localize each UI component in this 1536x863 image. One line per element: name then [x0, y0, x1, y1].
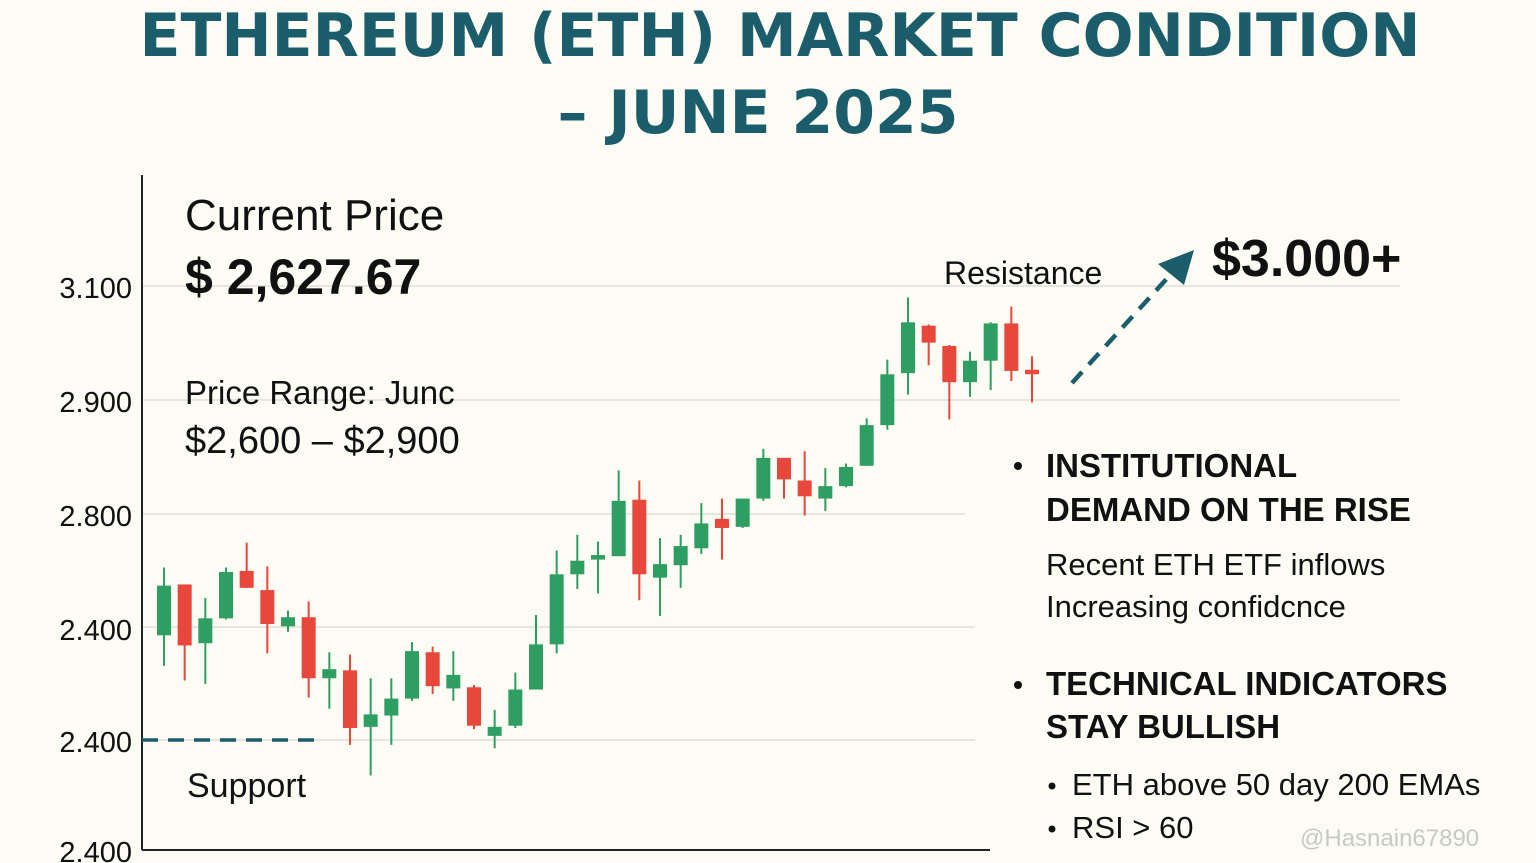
current-price-label: Current Price — [185, 191, 444, 240]
candle-body — [363, 714, 378, 727]
candle-body — [446, 674, 461, 689]
candles — [157, 297, 1039, 776]
candle-body — [322, 669, 337, 679]
y-tick-label: 2.400 — [59, 727, 132, 759]
candle-body — [921, 325, 936, 343]
candle-body — [715, 518, 729, 528]
candle-body — [735, 498, 750, 527]
candle-body — [818, 486, 833, 499]
arrow-head — [1158, 250, 1194, 285]
candle-body — [901, 322, 915, 374]
candle-body — [1004, 323, 1019, 371]
bullet — [1014, 462, 1022, 470]
candle-body — [198, 618, 213, 644]
candle-body — [157, 585, 171, 636]
watermark: @Hasnain67890 — [1300, 825, 1479, 852]
support-label: Support — [187, 767, 307, 805]
candle-body — [591, 555, 605, 560]
price-range: $2,600 – $2,900 — [185, 420, 460, 462]
candle-body — [281, 617, 295, 627]
candle-body — [425, 652, 440, 687]
insight-bullet: RSI > 60 — [1072, 810, 1194, 845]
y-tick-label: 2.400 — [59, 615, 132, 647]
title-line: ETHEREUM (ETH) MARKET CONDITION — [140, 1, 1421, 71]
candle-body — [177, 584, 192, 646]
candle-body — [777, 457, 791, 480]
candle-body — [343, 670, 357, 728]
target-label: $3.000+ — [1212, 230, 1401, 288]
candle-body — [942, 346, 957, 383]
title-line: – JUNE 2025 — [557, 78, 958, 148]
candle-body — [694, 523, 709, 549]
candle-body — [384, 698, 399, 716]
candle-body — [983, 323, 998, 361]
bullet — [1048, 825, 1056, 833]
y-tick-label: 2.800 — [59, 501, 132, 533]
candle-body — [756, 457, 771, 499]
bullet — [1048, 782, 1056, 790]
candle-body — [963, 360, 977, 383]
price-range-label: Price Range: Junc — [185, 374, 455, 411]
insight-heading: STAY BULLISH — [1046, 708, 1280, 745]
candle-body — [529, 644, 543, 690]
candle-body — [611, 500, 626, 557]
y-tick-labels: 3.100 2.900 2.800 2.400 2.400 2.400 — [59, 273, 132, 863]
candle-body — [880, 374, 895, 426]
insights: INSTITUTIONAL DEMAND ON THE RISE Recent … — [1014, 447, 1480, 845]
y-tick-label: 3.100 — [59, 273, 132, 305]
candle-body — [839, 466, 853, 487]
resistance-label: Resistance — [944, 255, 1102, 291]
candle-body — [405, 651, 419, 699]
candle-body — [239, 570, 254, 588]
candle-body — [632, 499, 647, 575]
candle-body — [549, 574, 564, 645]
candle-body — [301, 617, 316, 679]
candle-body — [653, 564, 667, 578]
y-tick-label: 2.400 — [59, 837, 132, 863]
insight-bullet: ETH above 50 day 200 EMAs — [1072, 767, 1480, 802]
y-tick-label: 2.900 — [59, 387, 132, 419]
candle-body — [859, 425, 874, 466]
bullet — [1014, 681, 1022, 689]
candle-body — [467, 687, 481, 726]
candle-body — [797, 480, 812, 497]
insight-heading: DEMAND ON THE RISE — [1046, 491, 1411, 528]
insight-line: Increasing confidcnce — [1046, 589, 1346, 624]
insight-line: Recent ETH ETF inflows — [1046, 547, 1385, 582]
candle-body — [1025, 369, 1039, 375]
insight-heading: INSTITUTIONAL — [1046, 447, 1297, 484]
candle-body — [673, 546, 688, 566]
candle-body — [219, 572, 233, 619]
candle-body — [508, 689, 523, 726]
current-price: $ 2,627.67 — [185, 249, 421, 305]
candle-body — [570, 560, 585, 575]
insight-heading: TECHNICAL INDICATORS — [1046, 665, 1448, 702]
candle-body — [260, 590, 275, 624]
candle-body — [487, 726, 502, 736]
